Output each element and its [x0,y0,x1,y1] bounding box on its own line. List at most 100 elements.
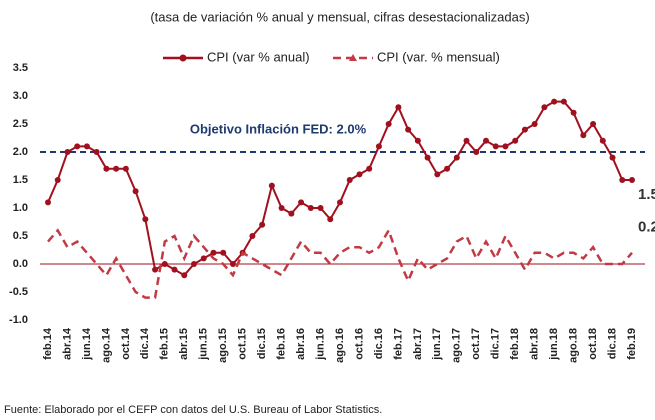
y-tick-label: 2.5 [13,118,28,130]
point [152,266,159,273]
point [590,121,597,127]
x-tick-label: dic.17 [490,328,502,359]
point [356,171,363,178]
point [307,205,314,211]
point [580,132,587,139]
point [113,165,120,172]
point [444,165,451,172]
legend-marker [179,54,187,62]
point [181,272,188,279]
x-tick-label: oct.17 [470,328,482,360]
point [375,143,382,150]
point [45,199,51,206]
x-tick-label: abr.18 [529,328,541,360]
point [200,255,207,262]
y-tick-label: -0.5 [9,286,28,298]
point [405,126,412,133]
point [103,165,110,172]
point [220,249,227,256]
point [570,109,577,116]
y-tick-label: 2.0 [13,146,28,158]
target-label: Objetivo Inflación FED: 2.0% [190,121,367,136]
point [492,143,499,150]
x-tick-label: oct.15 [237,328,249,360]
y-tick-label: -1.0 [9,314,28,326]
y-tick-label: 3.5 [13,62,28,74]
point [502,143,509,150]
point [288,210,295,217]
point [599,137,606,144]
source-note: Fuente: Elaborado por el CEFP con datos … [4,404,382,416]
point [171,266,178,273]
x-tick-label: dic.16 [373,328,385,359]
point [385,121,392,127]
point [512,137,519,144]
x-tick-label: ago.16 [334,328,346,363]
x-tick-label: feb.15 [159,328,171,360]
point [317,205,324,211]
point [64,149,71,155]
point [414,137,421,144]
point [54,177,61,183]
series-line [47,227,633,299]
point [122,165,129,172]
legend-label: CPI (var. % mensual) [377,49,500,64]
point [74,143,81,150]
x-tick-label: jun.15 [198,328,210,361]
y-tick-label: 3.0 [13,90,28,102]
x-tick-label: oct.16 [353,328,365,360]
x-tick-label: abr.16 [295,328,307,360]
chart-subtitle: (tasa de variación % anual y mensual, ci… [150,9,529,24]
x-tick-label: abr.14 [61,327,73,360]
x-tick-label: ago.14 [100,327,112,363]
x-tick-label: oct.14 [120,327,132,360]
point [346,177,353,183]
x-tick-label: jun.18 [548,328,560,361]
x-tick-label: feb.18 [509,328,521,360]
point [268,182,275,189]
point [327,216,334,223]
x-tick-label: feb.19 [626,328,638,360]
point [249,233,256,239]
point [551,98,558,105]
point [259,221,266,228]
point [609,154,616,161]
x-tick-label: feb.17 [392,328,404,360]
point [629,177,635,183]
y-tick-label: 1.0 [13,202,28,214]
point [161,261,168,267]
point [463,137,470,144]
point [229,261,236,267]
x-tick-label: abr.15 [178,328,190,360]
point [132,188,139,195]
y-tick-label: 0.0 [13,258,28,270]
point [483,137,489,144]
point [142,216,149,223]
point [424,154,431,161]
x-tick-label: dic.15 [256,328,268,359]
x-tick-label: ago.15 [217,328,229,363]
point [619,177,626,183]
point [83,143,90,150]
x-tick-label: feb.16 [276,328,288,360]
x-tick-label: jun.14 [81,327,93,361]
x-tick-label: oct.18 [587,328,599,360]
x-tick-label: ago.17 [451,328,463,363]
x-tick-label: jun.17 [431,328,443,361]
point [191,261,197,267]
point [473,149,480,155]
point [298,199,305,206]
x-tick-label: dic.18 [606,328,618,359]
point [521,126,528,133]
point [434,171,441,178]
point [541,104,548,111]
point [337,199,343,206]
point [278,205,285,211]
legend-marker [349,54,357,61]
y-tick-label: 1.5 [13,174,28,186]
x-tick-label: dic.14 [139,327,151,359]
x-tick-label: feb.14 [42,327,54,360]
point [93,149,100,155]
end-label: 0.2 [638,219,655,236]
